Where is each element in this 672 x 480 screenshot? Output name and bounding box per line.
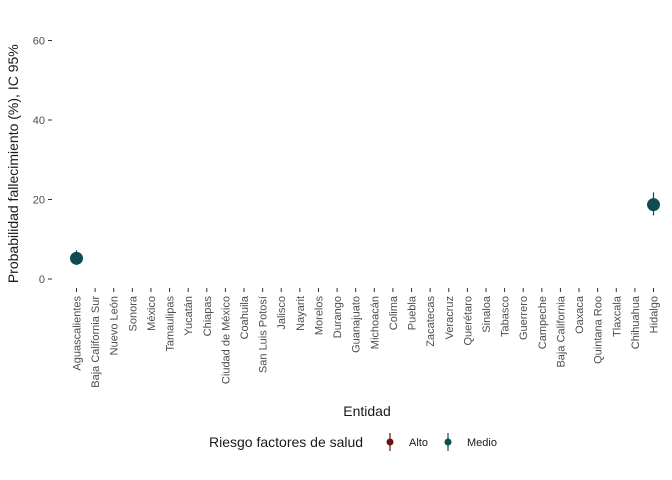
x-tick-label: Tlaxcala	[611, 295, 623, 337]
x-tick-label: Campeche	[537, 296, 549, 349]
x-tick-label: Puebla	[407, 295, 419, 330]
x-tick-label: Morelos	[313, 296, 325, 336]
legend-key-point	[444, 438, 452, 446]
x-tick-label: Sonora	[127, 295, 139, 331]
x-tick-label: Durango	[332, 296, 344, 338]
x-tick-label: Tamaulipas	[165, 296, 177, 352]
x-tick-label: Baja California Sur	[90, 296, 102, 388]
y-tick-label: 20	[33, 195, 45, 207]
legend-title: Riesgo factores de salud	[209, 434, 363, 450]
x-tick-label: Zacatecas	[425, 296, 437, 347]
x-axis-title: Entidad	[343, 403, 390, 419]
x-tick-label: Querétaro	[462, 296, 474, 346]
y-axis: 0 20 40 60	[33, 36, 52, 286]
x-tick-label: Nuevo León	[109, 296, 121, 355]
x-tick-label: Tabasco	[500, 296, 512, 337]
x-axis: Aguascalientes Baja California Sur Nuevo L…	[72, 288, 661, 388]
x-tick-label: Hidalgo	[649, 296, 661, 333]
y-tick-label: 60	[33, 36, 45, 48]
x-tick-label: Chihuahua	[630, 295, 642, 349]
y-tick-label: 40	[33, 115, 45, 127]
x-tick-label: Yucatán	[183, 296, 195, 336]
x-tick-label: Aguascalientes	[72, 296, 84, 371]
x-tick-label: Veracruz	[444, 296, 456, 339]
x-tick-label: Coahuila	[239, 295, 251, 339]
plot-marks	[70, 192, 660, 266]
data-point	[70, 251, 83, 265]
x-tick-label: Michoacán	[369, 296, 381, 349]
x-tick-label: Colima	[388, 295, 400, 330]
y-axis-title: Probabilidad fallecimiento (%), IC 95%	[5, 44, 21, 283]
x-tick-label: Baja California	[555, 295, 567, 367]
x-tick-label: Nayarit	[295, 296, 307, 331]
y-tick-label: 0	[39, 274, 45, 286]
x-tick-label: Quintana Roo	[593, 296, 605, 364]
x-tick-label: Ciudad de México	[220, 296, 232, 384]
data-point	[647, 198, 660, 212]
x-tick-label: San Luis Potosí	[258, 296, 270, 373]
legend-item-label: Medio	[467, 437, 497, 449]
x-tick-label: México	[146, 296, 158, 331]
legend-key-point	[386, 438, 394, 446]
x-tick-label: Sinaloa	[481, 295, 493, 333]
x-tick-label: Guanajuato	[351, 296, 363, 353]
legend: Riesgo factores de salud Alto Medio	[209, 433, 497, 451]
x-tick-label: Oaxaca	[574, 295, 586, 334]
legend-item-label: Alto	[409, 437, 428, 449]
x-tick-label: Jalisco	[276, 296, 288, 330]
x-tick-label: Guerrero	[518, 296, 530, 340]
x-tick-label: Chiapas	[202, 296, 214, 337]
